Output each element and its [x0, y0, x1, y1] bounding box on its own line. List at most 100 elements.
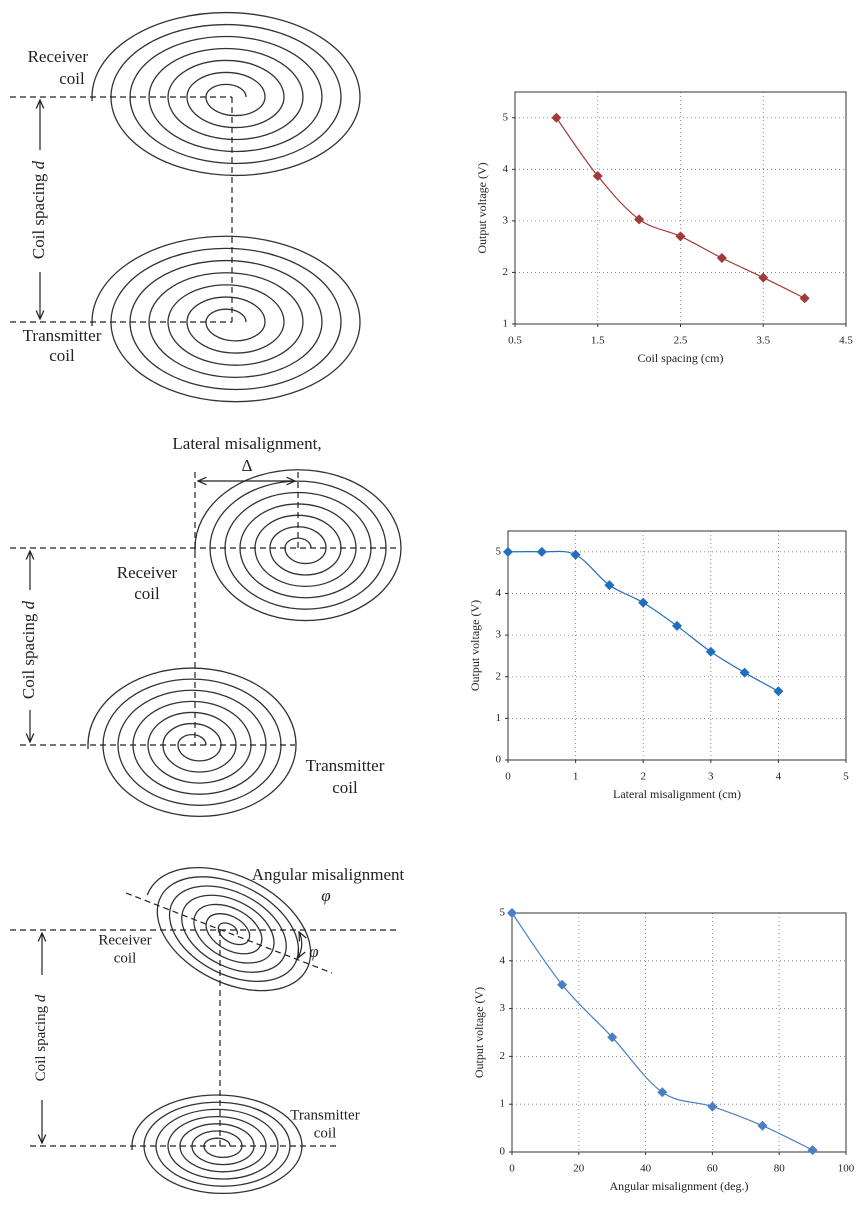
- receiver-label: Receiver: [28, 47, 89, 66]
- spacing-text: Coil spacing: [19, 613, 38, 699]
- marker: [536, 546, 547, 557]
- transmitter-label: coil: [49, 346, 75, 365]
- x-tick-label: 3: [708, 771, 714, 783]
- x-tick-label: 100: [838, 1163, 855, 1175]
- y-tick-label: 0: [496, 754, 502, 766]
- spacing-label: Coil spacing d: [29, 160, 48, 259]
- receiver-label: Receiver: [98, 932, 151, 948]
- y-tick-label: 4: [496, 587, 502, 599]
- marker: [675, 231, 686, 242]
- x-tick-label: 2.5: [674, 335, 688, 347]
- receiver-label: Receiver: [117, 563, 178, 582]
- y-tick-label: 3: [503, 214, 509, 226]
- coil: [146, 866, 312, 992]
- transmitter-label: Transmitter: [290, 1107, 359, 1123]
- coil: [87, 667, 297, 818]
- y-tick-label: 5: [503, 111, 509, 123]
- marker: [557, 979, 568, 990]
- marker: [672, 620, 682, 631]
- y-tick-label: 5: [496, 545, 502, 557]
- marker: [507, 908, 517, 918]
- marker: [757, 1120, 768, 1131]
- receiver-label: coil: [134, 584, 160, 603]
- x-tick-label: 0: [509, 1163, 515, 1175]
- coils: [87, 11, 402, 1195]
- marker: [807, 1145, 818, 1156]
- spacing-text: Coil spacing: [33, 1005, 49, 1081]
- x-axis-label: Coil spacing (cm): [638, 351, 724, 365]
- coil: [91, 11, 361, 177]
- x-tick-label: 4: [776, 771, 782, 783]
- y-tick-label: 3: [500, 1002, 506, 1014]
- x-tick-label: 80: [774, 1163, 786, 1175]
- y-axis-label: Output voltage (V): [472, 987, 486, 1078]
- y-tick-label: 2: [503, 266, 509, 278]
- misalignment-title: Lateral misalignment,: [172, 434, 321, 453]
- marker: [758, 272, 769, 283]
- chart: 0 1 2 3 4 5 0 1 2 3 4 5 Lateral misalignment (cm) Out…: [468, 530, 849, 801]
- y-tick-label: 2: [500, 1050, 506, 1062]
- transmitter-label: coil: [314, 1125, 337, 1141]
- spacing-label: Coil spacing d: [33, 994, 49, 1081]
- line: [511, 912, 813, 1151]
- receiver-label: coil: [114, 950, 137, 966]
- plot-frame: [514, 91, 847, 325]
- y-axis-label: Output voltage (V): [468, 600, 482, 691]
- y-tick-label: 1: [496, 712, 502, 724]
- marker: [705, 646, 716, 657]
- plot-frame: [511, 912, 847, 1153]
- coil: [194, 469, 402, 622]
- y-tick-label: 1: [500, 1098, 506, 1110]
- marker: [607, 1032, 618, 1043]
- x-tick-label: 5: [843, 771, 849, 783]
- marker: [592, 171, 603, 182]
- line: [507, 550, 779, 692]
- y-axis-label: Output voltage (V): [475, 162, 489, 253]
- spacing-text: Coil spacing: [29, 173, 48, 259]
- y-tick-label: 4: [500, 954, 506, 966]
- x-axis-label: Angular misalignment (deg.): [610, 1179, 749, 1193]
- marker: [551, 112, 562, 123]
- misalignment-symbol: φ: [321, 886, 330, 905]
- spacing-label: Coil spacing d: [19, 600, 38, 699]
- marker: [707, 1101, 718, 1112]
- coil: [91, 235, 361, 403]
- misalignment-symbol: Δ: [242, 456, 253, 475]
- x-tick-label: 1.5: [591, 335, 605, 347]
- transmitter-label: coil: [332, 778, 358, 797]
- marker: [604, 580, 615, 591]
- x-tick-label: 1: [573, 771, 579, 783]
- dashed-line: [125, 892, 333, 974]
- y-tick-label: 0: [500, 1146, 506, 1158]
- angle-symbol: φ: [309, 942, 318, 961]
- marker: [638, 597, 649, 608]
- x-tick-label: 4.5: [839, 335, 853, 347]
- chart: 0 1 2 3 4 5 0 20 40 60 80 100 Angular misalignment (…: [472, 907, 855, 1193]
- marker: [773, 686, 784, 697]
- x-tick-label: 40: [640, 1163, 652, 1175]
- transmitter-label: Transmitter: [23, 326, 102, 345]
- coil: [131, 1094, 303, 1195]
- receiver-label: coil: [59, 69, 85, 88]
- x-tick-label: 3.5: [756, 335, 770, 347]
- y-tick-label: 2: [496, 670, 502, 682]
- x-tick-label: 20: [573, 1163, 585, 1175]
- y-tick-label: 1: [503, 318, 509, 330]
- spacing-symbol: d: [29, 160, 48, 169]
- marker: [716, 253, 727, 264]
- spacing-symbol: d: [19, 600, 38, 609]
- y-tick-label: 5: [500, 907, 506, 919]
- marker: [739, 667, 750, 678]
- spacing-symbol: d: [33, 994, 49, 1002]
- x-axis-label: Lateral misalignment (cm): [613, 787, 741, 801]
- marker: [657, 1087, 668, 1098]
- marker: [634, 214, 645, 225]
- marker: [799, 293, 810, 304]
- chart: 1 2 3 4 5 0.5 1.5 2.5 3.5 4.5 Coil spacing (cm) Out…: [475, 91, 853, 365]
- marker: [570, 549, 581, 560]
- plot-frame: [507, 530, 847, 761]
- misalignment-title: Angular misalignment: [252, 865, 405, 884]
- x-tick-label: 60: [707, 1163, 719, 1175]
